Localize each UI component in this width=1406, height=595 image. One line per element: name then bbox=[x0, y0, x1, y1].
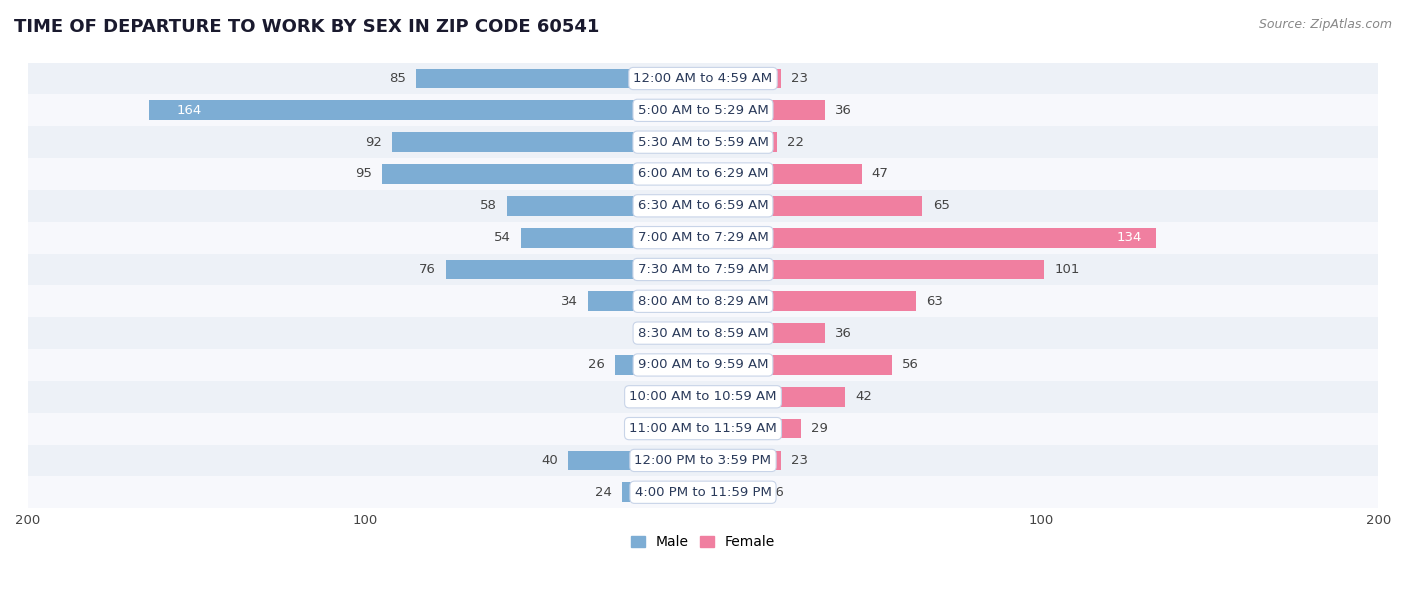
Text: 0: 0 bbox=[688, 327, 696, 340]
Text: 164: 164 bbox=[176, 104, 201, 117]
Bar bbox=[28, 190, 1378, 222]
Bar bbox=[703, 68, 780, 89]
Bar bbox=[508, 196, 703, 215]
Bar bbox=[703, 228, 1156, 248]
Bar bbox=[616, 355, 703, 375]
Text: 9:00 AM to 9:59 AM: 9:00 AM to 9:59 AM bbox=[638, 358, 768, 371]
Text: 22: 22 bbox=[787, 136, 804, 149]
Bar bbox=[703, 259, 1045, 279]
Text: 24: 24 bbox=[595, 486, 612, 499]
Bar bbox=[28, 381, 1378, 413]
Text: 11:00 AM to 11:59 AM: 11:00 AM to 11:59 AM bbox=[628, 422, 778, 435]
Text: 63: 63 bbox=[927, 295, 943, 308]
Text: 8:00 AM to 8:29 AM: 8:00 AM to 8:29 AM bbox=[638, 295, 768, 308]
Text: 12:00 AM to 4:59 AM: 12:00 AM to 4:59 AM bbox=[634, 72, 772, 85]
Text: 10:00 AM to 10:59 AM: 10:00 AM to 10:59 AM bbox=[630, 390, 776, 403]
Bar bbox=[28, 222, 1378, 253]
Bar bbox=[621, 483, 703, 502]
Text: 6:30 AM to 6:59 AM: 6:30 AM to 6:59 AM bbox=[638, 199, 768, 212]
Text: 36: 36 bbox=[835, 327, 852, 340]
Text: Source: ZipAtlas.com: Source: ZipAtlas.com bbox=[1258, 18, 1392, 31]
Text: 6:00 AM to 6:29 AM: 6:00 AM to 6:29 AM bbox=[638, 167, 768, 180]
Bar bbox=[703, 196, 922, 215]
Bar bbox=[703, 355, 891, 375]
Bar bbox=[28, 286, 1378, 317]
Text: 7:30 AM to 7:59 AM: 7:30 AM to 7:59 AM bbox=[637, 263, 769, 276]
Text: 95: 95 bbox=[356, 167, 373, 180]
Bar bbox=[28, 413, 1378, 444]
Text: 40: 40 bbox=[541, 454, 558, 467]
Text: 8:30 AM to 8:59 AM: 8:30 AM to 8:59 AM bbox=[638, 327, 768, 340]
Bar bbox=[703, 450, 780, 470]
Text: 23: 23 bbox=[790, 454, 808, 467]
Text: 12:00 PM to 3:59 PM: 12:00 PM to 3:59 PM bbox=[634, 454, 772, 467]
Bar bbox=[28, 317, 1378, 349]
Bar bbox=[28, 253, 1378, 286]
Bar bbox=[703, 323, 824, 343]
Bar bbox=[703, 132, 778, 152]
Text: 7:00 AM to 7:29 AM: 7:00 AM to 7:29 AM bbox=[638, 231, 768, 244]
Bar bbox=[28, 349, 1378, 381]
Text: 65: 65 bbox=[932, 199, 949, 212]
Text: 134: 134 bbox=[1116, 231, 1142, 244]
Bar bbox=[693, 419, 703, 439]
Bar bbox=[28, 126, 1378, 158]
Text: 47: 47 bbox=[872, 167, 889, 180]
Text: 101: 101 bbox=[1054, 263, 1080, 276]
Text: 26: 26 bbox=[588, 358, 605, 371]
Bar bbox=[703, 164, 862, 184]
Text: TIME OF DEPARTURE TO WORK BY SEX IN ZIP CODE 60541: TIME OF DEPARTURE TO WORK BY SEX IN ZIP … bbox=[14, 18, 599, 36]
Legend: Male, Female: Male, Female bbox=[626, 530, 780, 555]
Text: 56: 56 bbox=[903, 358, 920, 371]
Text: 85: 85 bbox=[389, 72, 406, 85]
Bar bbox=[568, 450, 703, 470]
Text: 54: 54 bbox=[494, 231, 510, 244]
Bar bbox=[28, 158, 1378, 190]
Bar bbox=[703, 101, 824, 120]
Bar bbox=[28, 95, 1378, 126]
Text: 4:00 PM to 11:59 PM: 4:00 PM to 11:59 PM bbox=[634, 486, 772, 499]
Text: 29: 29 bbox=[811, 422, 828, 435]
Bar bbox=[392, 132, 703, 152]
Text: 23: 23 bbox=[790, 72, 808, 85]
Bar bbox=[703, 419, 801, 439]
Bar bbox=[703, 292, 915, 311]
Text: 42: 42 bbox=[855, 390, 872, 403]
Bar bbox=[149, 101, 703, 120]
Bar bbox=[703, 387, 845, 406]
Text: 58: 58 bbox=[479, 199, 496, 212]
Bar bbox=[683, 387, 703, 406]
Text: 6: 6 bbox=[664, 390, 672, 403]
Bar bbox=[703, 483, 756, 502]
Bar bbox=[28, 62, 1378, 95]
Text: 36: 36 bbox=[835, 104, 852, 117]
Bar bbox=[28, 477, 1378, 508]
Text: 76: 76 bbox=[419, 263, 436, 276]
Bar bbox=[520, 228, 703, 248]
Bar bbox=[446, 259, 703, 279]
Text: 5:00 AM to 5:29 AM: 5:00 AM to 5:29 AM bbox=[638, 104, 768, 117]
Text: 3: 3 bbox=[675, 422, 683, 435]
Text: 34: 34 bbox=[561, 295, 578, 308]
Text: 92: 92 bbox=[366, 136, 382, 149]
Bar bbox=[28, 444, 1378, 477]
Text: 5:30 AM to 5:59 AM: 5:30 AM to 5:59 AM bbox=[637, 136, 769, 149]
Text: 16: 16 bbox=[768, 486, 785, 499]
Bar bbox=[416, 68, 703, 89]
Bar bbox=[588, 292, 703, 311]
Bar bbox=[382, 164, 703, 184]
